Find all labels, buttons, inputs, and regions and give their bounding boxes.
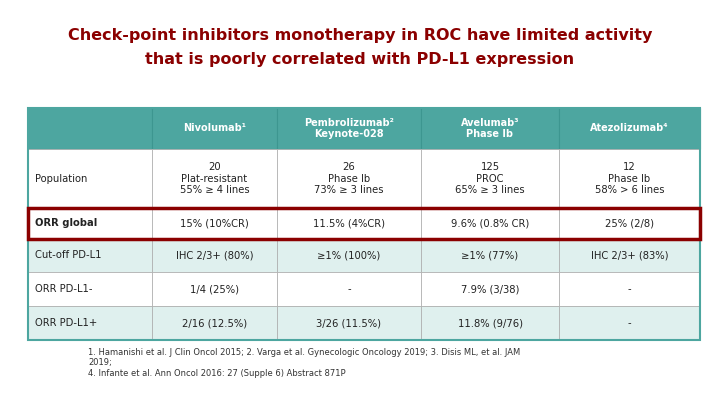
Bar [153, 306, 276, 340]
Text: 20
Plat-resistant
55% ≥ 4 lines: 20 Plat-resistant 55% ≥ 4 lines [180, 162, 249, 195]
Bar [276, 149, 421, 208]
Text: 25% (2/8): 25% (2/8) [605, 218, 654, 228]
Bar [559, 273, 700, 306]
Text: Atezolizumab⁴: Atezolizumab⁴ [590, 124, 669, 133]
Bar [421, 239, 559, 273]
Bar [559, 239, 700, 273]
Text: 1. Hamanishi et al. J Clin Oncol 2015; 2. Varga et al. Gynecologic Oncology 2019: 1. Hamanishi et al. J Clin Oncol 2015; 2… [88, 348, 521, 378]
Text: Nivolumab¹: Nivolumab¹ [183, 124, 246, 133]
Text: Pembrolizumab²
Keynote-028: Pembrolizumab² Keynote-028 [304, 117, 394, 139]
Text: Population: Population [35, 173, 88, 183]
Text: 26
Phase Ib
73% ≥ 3 lines: 26 Phase Ib 73% ≥ 3 lines [314, 162, 384, 195]
Bar [153, 108, 276, 149]
Bar [276, 273, 421, 306]
Bar [28, 273, 153, 306]
Bar [276, 306, 421, 340]
Bar [153, 273, 276, 306]
Bar [28, 108, 700, 340]
Text: 2/16 (12.5%): 2/16 (12.5%) [182, 318, 247, 328]
Bar [28, 306, 153, 340]
Bar [559, 208, 700, 239]
Bar [421, 108, 559, 149]
Text: 15% (10%CR): 15% (10%CR) [180, 218, 249, 228]
Bar [559, 149, 700, 208]
Text: 7.9% (3/38): 7.9% (3/38) [461, 284, 519, 294]
Text: IHC 2/3+ (83%): IHC 2/3+ (83%) [590, 250, 668, 260]
Bar [421, 306, 559, 340]
Text: IHC 2/3+ (80%): IHC 2/3+ (80%) [176, 250, 253, 260]
Bar [28, 208, 700, 239]
Bar [28, 239, 153, 273]
Bar [153, 149, 276, 208]
Bar [153, 208, 276, 239]
Bar [153, 239, 276, 273]
Bar [559, 306, 700, 340]
Bar [276, 239, 421, 273]
Bar [28, 149, 153, 208]
Text: -: - [347, 284, 351, 294]
Bar [276, 208, 421, 239]
Text: ORR PD-L1-: ORR PD-L1- [35, 284, 93, 294]
Bar [559, 108, 700, 149]
Text: 3/26 (11.5%): 3/26 (11.5%) [316, 318, 382, 328]
Text: -: - [628, 318, 631, 328]
Bar [421, 208, 559, 239]
Bar [28, 108, 153, 149]
Text: 11.8% (9/76): 11.8% (9/76) [457, 318, 523, 328]
Bar [421, 273, 559, 306]
Text: Cut-off PD-L1: Cut-off PD-L1 [35, 250, 102, 260]
Text: 125
PROC
65% ≥ 3 lines: 125 PROC 65% ≥ 3 lines [455, 162, 525, 195]
Bar [421, 149, 559, 208]
Text: 11.5% (4%CR): 11.5% (4%CR) [313, 218, 385, 228]
Text: ORR PD-L1+: ORR PD-L1+ [35, 318, 98, 328]
Bar [276, 108, 421, 149]
Text: ≥1% (100%): ≥1% (100%) [318, 250, 380, 260]
Text: that is poorly correlated with PD-L1 expression: that is poorly correlated with PD-L1 exp… [145, 52, 575, 67]
Text: Check-point inhibitors monotherapy in ROC have limited activity: Check-point inhibitors monotherapy in RO… [68, 28, 652, 43]
Text: 1/4 (25%): 1/4 (25%) [190, 284, 239, 294]
Bar [28, 208, 153, 239]
Text: Avelumab³
Phase Ib: Avelumab³ Phase Ib [461, 117, 519, 139]
Text: 12
Phase Ib
58% > 6 lines: 12 Phase Ib 58% > 6 lines [595, 162, 664, 195]
Text: ORR global: ORR global [35, 218, 98, 228]
Text: ≥1% (77%): ≥1% (77%) [462, 250, 518, 260]
Text: -: - [628, 284, 631, 294]
Text: 9.6% (0.8% CR): 9.6% (0.8% CR) [451, 218, 529, 228]
